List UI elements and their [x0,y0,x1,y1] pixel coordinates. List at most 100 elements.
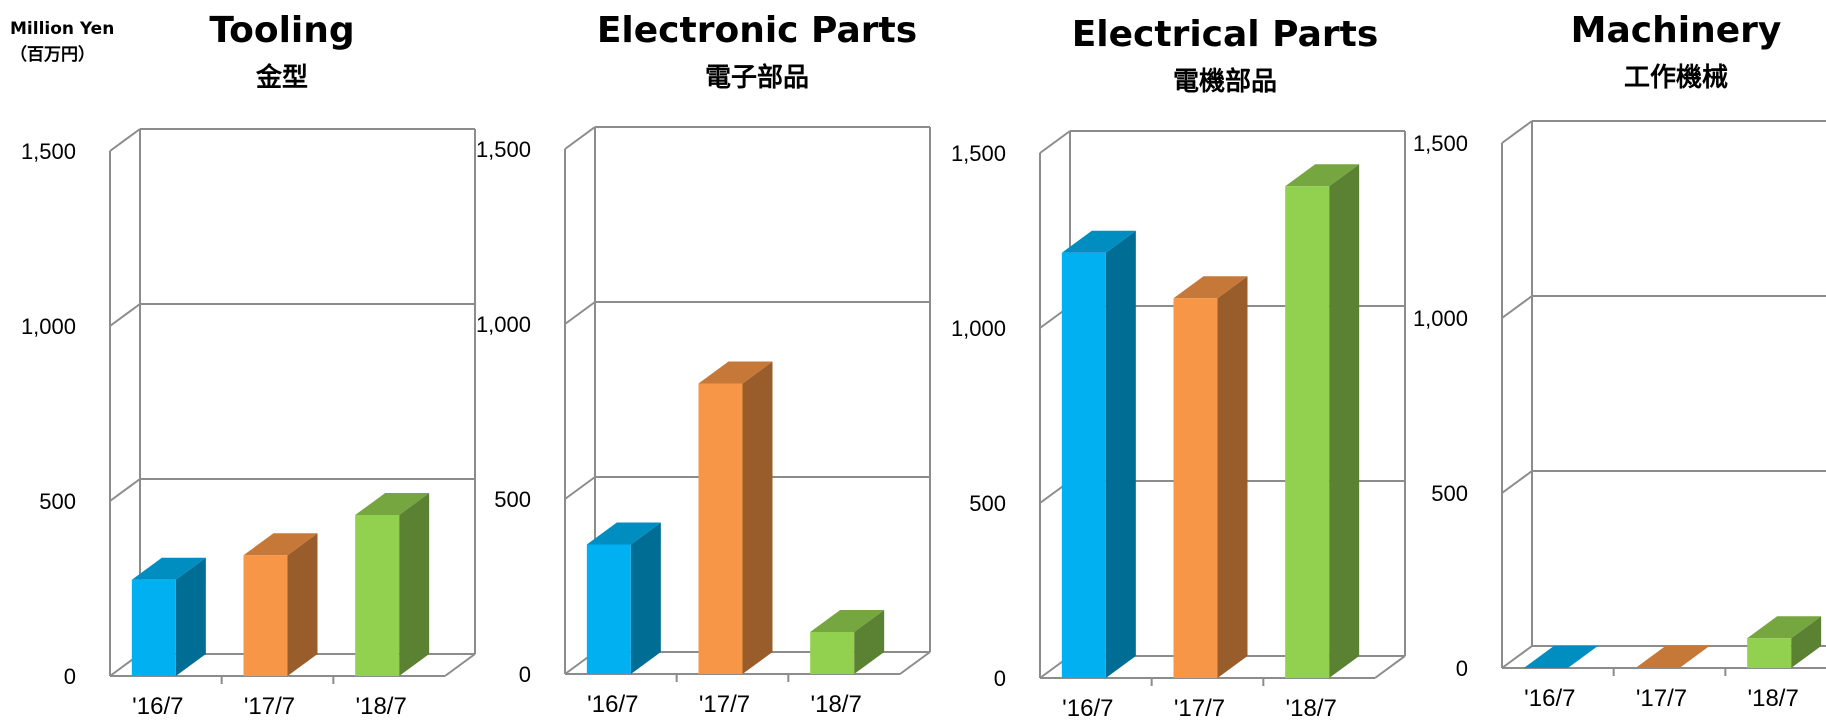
bar-side [1105,230,1136,678]
x-tick-label: '16/7 [132,693,183,720]
floor-edge [899,651,931,675]
side-wall-tick [564,126,596,150]
bar-top [1285,164,1360,187]
bar-side [175,557,206,676]
bar-front [1747,638,1792,668]
x-tick-label: '17/7 [244,693,295,720]
bar-front [131,579,176,676]
bar-front [243,555,288,676]
y-tick-label: 500 [39,489,76,514]
y-tick-label: 1,000 [21,314,76,339]
floor-edge [444,653,476,677]
bar-top [698,361,773,384]
bar-front [1061,252,1106,678]
side-wall-tick [109,128,141,152]
x-tick-label: '16/7 [1524,685,1575,712]
y-tick-label: 1,500 [1413,131,1468,156]
bar-side [630,522,661,674]
bar [355,493,430,676]
bar-top [1061,230,1136,253]
y-tick-label: 500 [494,487,531,512]
x-tick-label: '16/7 [587,691,638,718]
side-wall-tick [564,301,596,325]
y-tick-label: 0 [519,662,531,687]
bar-front [810,632,855,674]
bar [810,610,885,674]
side-wall-tick [109,478,141,502]
x-tick-label: '18/7 [1748,685,1799,712]
y-tick-label: 0 [994,666,1006,691]
bar-front [355,515,400,676]
chart-title: Electronic Parts [597,10,917,51]
side-wall-tick [564,476,596,500]
chart-title: Machinery [1571,10,1782,51]
bar-front [1173,298,1218,678]
chart-panel-4: 0 500 1,000 1,500 '16/7 '17/7 '18/7 Machinery 工作… [1413,10,1826,712]
bar-front [1285,186,1330,678]
y-tick-label: 1,000 [476,312,531,337]
bar-side [1217,276,1248,678]
bar [1285,164,1360,678]
floor-edge [1374,655,1406,679]
bar-side [287,533,318,676]
y-tick-label: 1,500 [21,139,76,164]
bar-top [355,493,430,515]
x-tick-label: '16/7 [1062,695,1113,722]
y-tick-label: 1,000 [951,316,1006,341]
bar [243,533,318,676]
bar [1635,646,1710,668]
bar [1747,616,1822,668]
unit-label-en: Million Yen [10,19,115,39]
x-tick-label: '17/7 [1174,695,1225,722]
y-tick-label: 500 [969,491,1006,516]
bar [1173,276,1248,678]
chart-subtitle: 金型 [255,62,308,93]
bar [1061,230,1136,678]
bar-top [1523,646,1598,668]
x-tick-label: '18/7 [811,691,862,718]
y-tick-label: 1,000 [1413,306,1468,331]
bar-top [1635,646,1710,668]
x-tick-label: '18/7 [1286,695,1337,722]
y-tick-label: 0 [1456,656,1468,681]
bar-side [854,610,885,674]
chart-subtitle: 電子部品 [705,63,809,93]
side-wall-tick [109,303,141,327]
bar-top [1173,276,1248,299]
y-tick-label: 1,500 [951,141,1006,166]
bar-side [1329,164,1360,678]
bar-top [243,533,318,556]
chart-subtitle: 工作機械 [1624,63,1728,93]
chart-panel-3: 0 500 1,000 1,500 '16/7 '17/7 '18/7 Electrical … [951,14,1406,722]
bar-side [742,361,773,674]
chart-title: Electrical Parts [1072,14,1379,55]
y-tick-label: 0 [64,664,76,689]
chart-panel-2: 0 500 1,000 1,500 '16/7 '17/7 '18/7 Electronic … [476,10,931,718]
side-wall-tick [1039,130,1071,154]
y-tick-label: 1,500 [476,137,531,162]
bar [586,522,661,674]
bar-front [698,383,743,674]
bar-side [399,493,430,676]
bar [131,557,206,676]
side-wall-tick [1501,645,1533,669]
bar-front [586,544,631,674]
side-wall-tick [1501,470,1533,494]
bar-top [586,522,661,545]
side-wall-tick [1501,295,1533,319]
bar-side [1791,616,1822,668]
x-tick-label: '18/7 [356,693,407,720]
bar [698,361,773,674]
bar-top [1747,616,1822,639]
unit-label: Million Yen （百万円） [10,16,114,68]
y-tick-label: 500 [1431,481,1468,506]
bar-top [131,557,206,580]
bar [1523,646,1598,668]
chart-title: Tooling [209,10,354,51]
unit-label-ja: （百万円） [10,45,95,65]
x-tick-label: '17/7 [1636,685,1687,712]
bar-top [810,610,885,632]
chart-panel-1: 0 500 1,000 1,500 '16/7 '17/7 '18/7 Tooling 金型 [21,10,476,720]
side-wall-tick [1501,120,1533,144]
